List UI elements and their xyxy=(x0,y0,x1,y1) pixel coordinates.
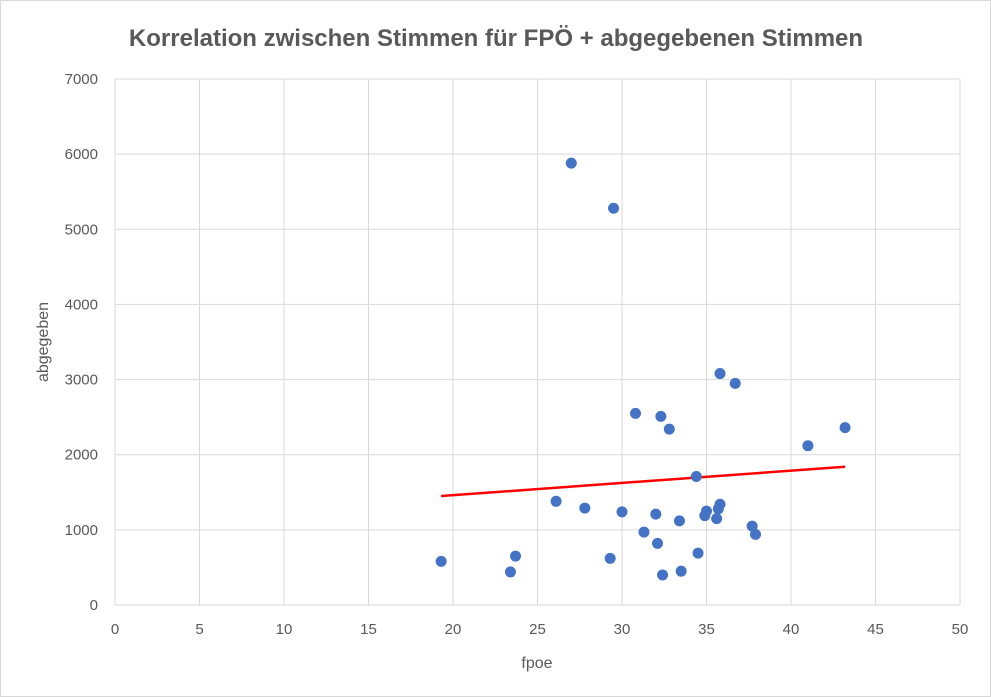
x-tick-label: 35 xyxy=(698,621,715,638)
data-point xyxy=(651,537,663,549)
x-tick-label: 45 xyxy=(867,621,884,638)
x-tick-label: 5 xyxy=(195,621,203,638)
data-point xyxy=(714,498,726,510)
x-tick-label: 20 xyxy=(445,621,462,638)
data-point xyxy=(746,520,758,532)
data-point xyxy=(729,377,741,389)
data-point xyxy=(750,528,762,540)
data-points xyxy=(435,157,851,581)
y-tick-label: 7000 xyxy=(65,71,98,88)
data-point xyxy=(608,202,620,214)
data-point xyxy=(714,368,726,380)
data-point xyxy=(663,423,675,435)
y-tick-label: 5000 xyxy=(65,221,98,238)
x-tick-label: 0 xyxy=(111,621,119,638)
grid xyxy=(114,78,961,606)
data-point xyxy=(504,566,516,578)
data-point xyxy=(435,555,447,567)
tick-labels: 0 5 10 15 20 25 30 35 40 45 50 0 1000 2000 3000 4000 500… xyxy=(65,71,969,638)
trendline-layer xyxy=(441,465,846,498)
data-point xyxy=(839,422,851,434)
data-point xyxy=(802,440,814,452)
data-point xyxy=(673,515,685,527)
y-tick-label: 2000 xyxy=(65,447,98,464)
y-axis-label: abgegeben xyxy=(35,302,52,382)
y-tick-label: 6000 xyxy=(65,146,98,163)
data-point xyxy=(711,513,723,525)
data-point xyxy=(510,550,522,562)
data-point xyxy=(657,569,669,581)
y-tick-label: 1000 xyxy=(65,522,98,539)
data-point xyxy=(579,502,591,514)
x-axis-label: fpoe xyxy=(521,655,552,672)
data-point xyxy=(616,506,628,518)
data-point xyxy=(655,410,667,422)
y-tick-label: 3000 xyxy=(65,372,98,389)
data-point xyxy=(701,505,712,517)
data-point xyxy=(565,157,577,169)
trendline xyxy=(441,465,846,498)
chart-title: Korrelation zwischen Stimmen für FPÖ + a… xyxy=(129,25,863,52)
data-point xyxy=(675,565,687,577)
x-tick-label: 40 xyxy=(783,621,800,638)
data-point xyxy=(630,407,642,419)
data-point xyxy=(692,547,704,559)
data-point xyxy=(690,471,702,483)
data-point xyxy=(638,526,650,538)
x-tick-label: 15 xyxy=(360,621,377,638)
x-tick-label: 10 xyxy=(276,621,293,638)
x-tick-label: 50 xyxy=(952,621,969,638)
data-point xyxy=(550,495,562,507)
data-point xyxy=(604,552,616,564)
y-tick-label: 0 xyxy=(90,597,98,614)
x-tick-label: 30 xyxy=(614,621,631,638)
y-tick-label: 4000 xyxy=(65,296,98,313)
data-point xyxy=(650,508,662,520)
x-tick-label: 25 xyxy=(529,621,546,638)
